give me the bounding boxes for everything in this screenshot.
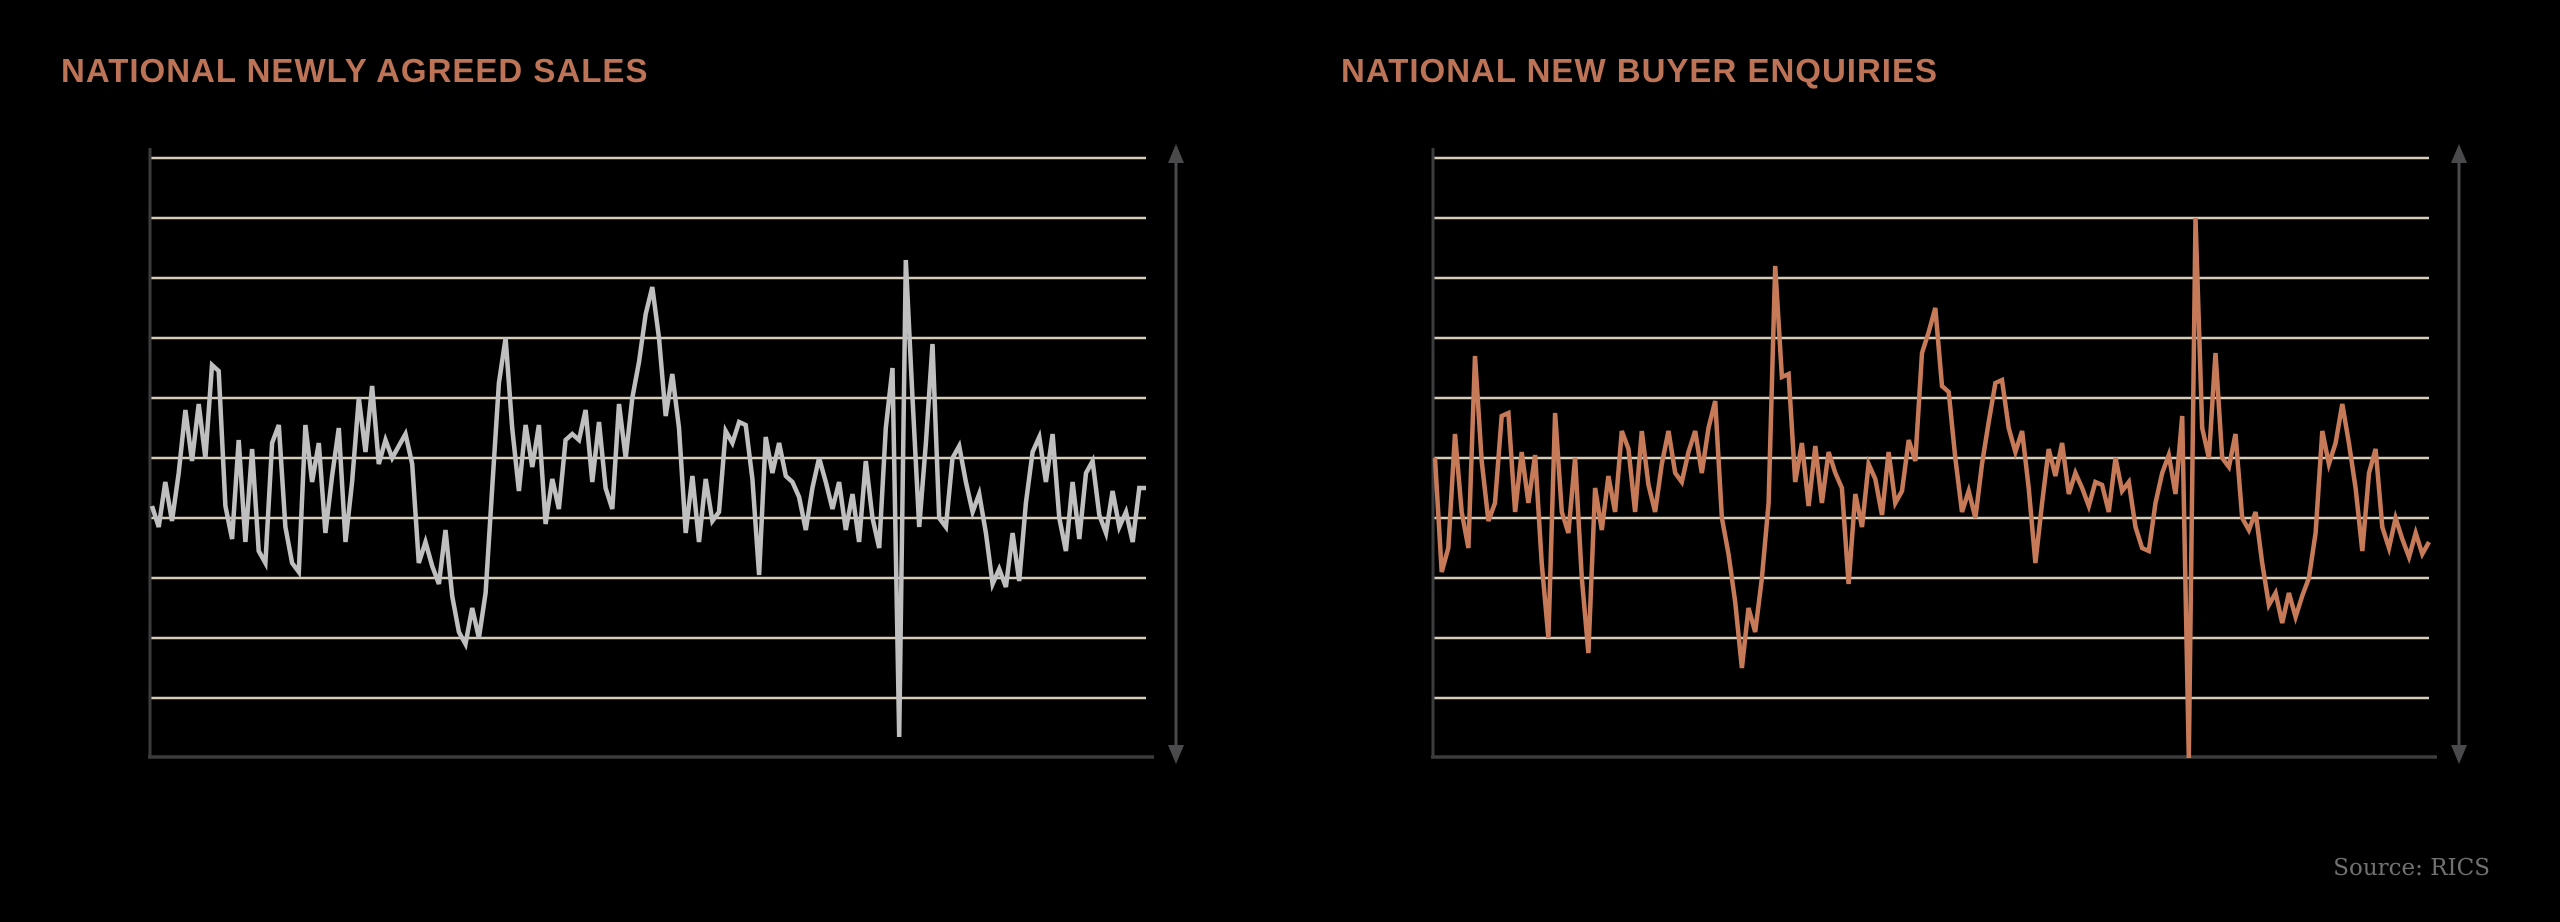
chart-title-newly-agreed-sales: NATIONAL NEWLY AGREED SALES: [61, 52, 649, 89]
source-note: Source: RICS: [2333, 855, 2490, 881]
double-headed-vertical-arrow-icon: [2451, 144, 2467, 764]
arrow-head-up: [2451, 144, 2467, 163]
newly-agreed-sales-net-balance-line: [149, 259, 1146, 738]
enquiries-chart-canvas: [1431, 144, 2467, 764]
double-headed-vertical-arrow-icon: [1168, 144, 1184, 764]
new-buyer-enquiries-net-balance-line: [1432, 217, 2431, 759]
sales-chart-canvas: [148, 144, 1184, 764]
arrow-head-down: [2451, 745, 2467, 764]
arrow-head-down: [1168, 745, 1184, 764]
arrow-head-up: [1168, 144, 1184, 163]
chart-title-new-buyer-enquiries: NATIONAL NEW BUYER ENQUIRIES: [1341, 52, 1938, 89]
